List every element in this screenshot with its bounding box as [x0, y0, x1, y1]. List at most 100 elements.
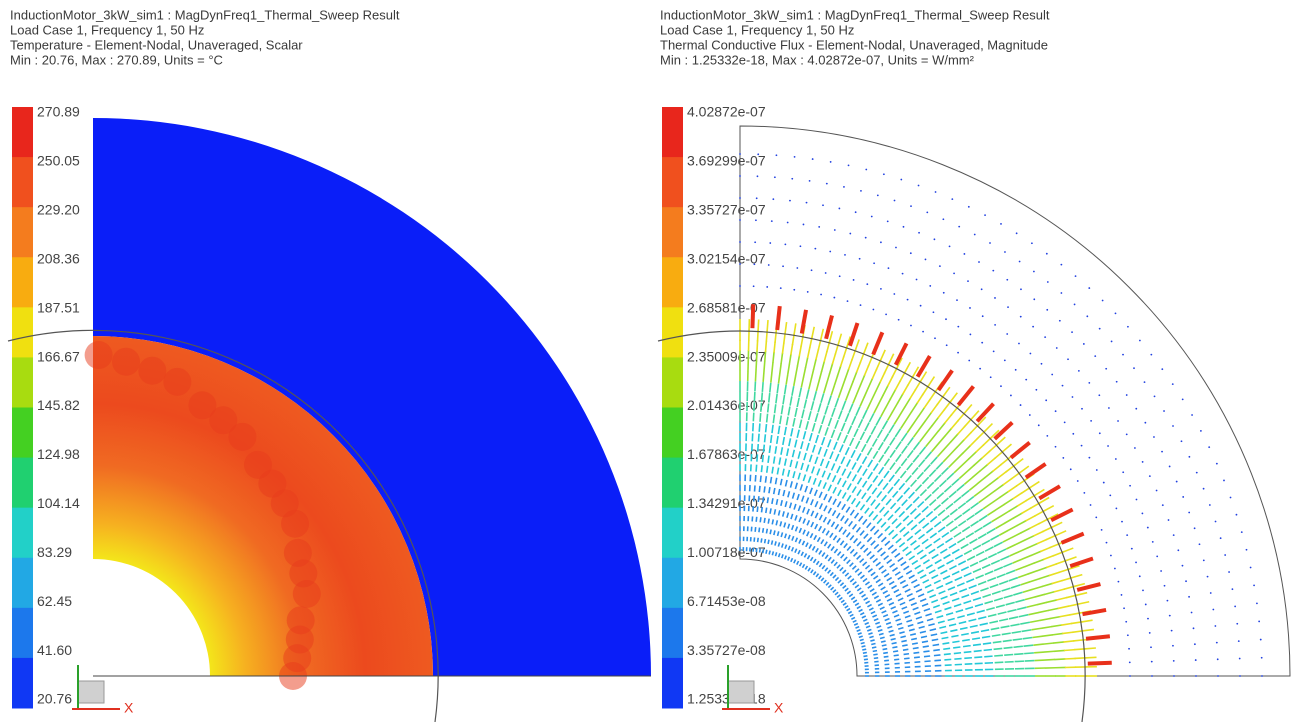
flux-vector: [894, 655, 899, 656]
flux-dot: [1195, 659, 1197, 661]
flux-vector: [791, 428, 793, 436]
flux-vector: [867, 401, 871, 410]
flux-vector: [977, 477, 985, 484]
flux-vector: [828, 439, 831, 447]
flux-vector: [935, 611, 942, 613]
flux-dot: [981, 342, 983, 344]
flux-vector-peak: [1062, 534, 1084, 543]
flux-dot: [1168, 519, 1170, 521]
flux-vector: [759, 423, 760, 431]
flux-vector: [774, 488, 775, 494]
flux-vector: [937, 544, 944, 548]
flux-vector: [757, 506, 758, 511]
legend-band: [662, 207, 683, 258]
flux-vector: [788, 557, 790, 561]
flux-vector: [897, 623, 902, 625]
flux-vector: [952, 598, 959, 601]
flux-vector: [772, 425, 773, 433]
flux-vector: [936, 586, 943, 589]
flux-vector: [800, 420, 802, 428]
flux-dot: [1059, 320, 1061, 322]
flux-dot: [1161, 451, 1163, 453]
flux-vector: [796, 527, 798, 532]
flux-vector: [1035, 660, 1045, 661]
flux-vector: [1003, 537, 1012, 542]
flux-vector: [970, 438, 978, 446]
flux-dot: [1185, 580, 1187, 582]
flux-vector: [782, 343, 783, 354]
flux-vector: [1023, 645, 1033, 646]
flux-vector: [781, 447, 782, 455]
flux-vector: [857, 588, 861, 591]
flux-dot: [1182, 398, 1184, 400]
flux-dot: [1127, 326, 1129, 328]
flux-dot: [1149, 475, 1151, 477]
flux-vector: [774, 456, 775, 463]
flux-vector: [958, 561, 965, 565]
flux-dot: [898, 319, 900, 321]
flux-dot: [1191, 414, 1193, 416]
flux-vector: [783, 437, 784, 445]
flux-vector: [756, 351, 757, 362]
flux-vector: [845, 413, 849, 422]
flux-vector: [867, 523, 871, 528]
flux-dot: [1163, 410, 1165, 412]
flux-vector: [857, 490, 861, 496]
flux-vector: [868, 378, 872, 388]
flux-vector: [1021, 582, 1031, 585]
flux-dot: [1153, 436, 1155, 438]
flux-vector: [966, 497, 974, 503]
flux-vector: [853, 394, 857, 403]
flux-vector: [1040, 575, 1050, 578]
flux-dot: [1046, 309, 1048, 311]
flux-vector: [874, 404, 879, 413]
flux-vector: [852, 566, 856, 570]
flux-vector: [817, 468, 820, 475]
flux-vector: [950, 447, 957, 455]
flux-vector: [806, 465, 808, 472]
flux-vector: [969, 585, 977, 588]
flux-vector: [766, 550, 767, 554]
flux-dot: [1098, 394, 1100, 396]
flux-vector: [905, 362, 911, 373]
flux-vector: [944, 442, 951, 450]
flux-vector-peak: [995, 423, 1013, 439]
flux-vector: [905, 398, 911, 407]
flux-vector: [872, 592, 876, 595]
flux-vector: [929, 549, 935, 553]
flux-dot: [880, 241, 882, 243]
flux-dot: [849, 233, 851, 235]
flux-vector: [870, 526, 874, 531]
flux-dot: [756, 197, 758, 199]
flux-vector-peak: [1026, 464, 1046, 478]
flux-vector: [893, 403, 898, 412]
flux-vector: [862, 649, 866, 650]
flux-vector: [964, 478, 972, 485]
flux-vector: [907, 424, 913, 432]
flux-vector: [832, 354, 835, 365]
flux-vector: [762, 382, 763, 392]
flux-vector: [883, 591, 888, 594]
flux-vector: [980, 588, 988, 591]
flux-vector: [792, 525, 794, 530]
flux-vector: [850, 614, 854, 616]
flux-vector: [783, 490, 784, 496]
flux-vector: [1028, 543, 1038, 547]
legend-label: 83.29: [37, 544, 72, 560]
flux-vector: [937, 493, 944, 499]
flux-vector: [805, 357, 807, 368]
flux-vector: [938, 621, 945, 623]
flux-vector: [943, 576, 950, 579]
flux-vector: [818, 537, 821, 541]
flux-dot: [1105, 368, 1107, 370]
flux-vector: [900, 471, 905, 478]
flux-vector: [926, 565, 932, 569]
flux-dot: [1062, 385, 1064, 387]
flux-vector: [884, 556, 889, 560]
flux-vector: [967, 515, 975, 520]
flux-vector: [881, 522, 886, 527]
flux-vector: [818, 480, 821, 486]
flux-dot: [1020, 404, 1022, 406]
flux-vector: [1037, 602, 1047, 604]
flux-vector: [824, 449, 827, 456]
